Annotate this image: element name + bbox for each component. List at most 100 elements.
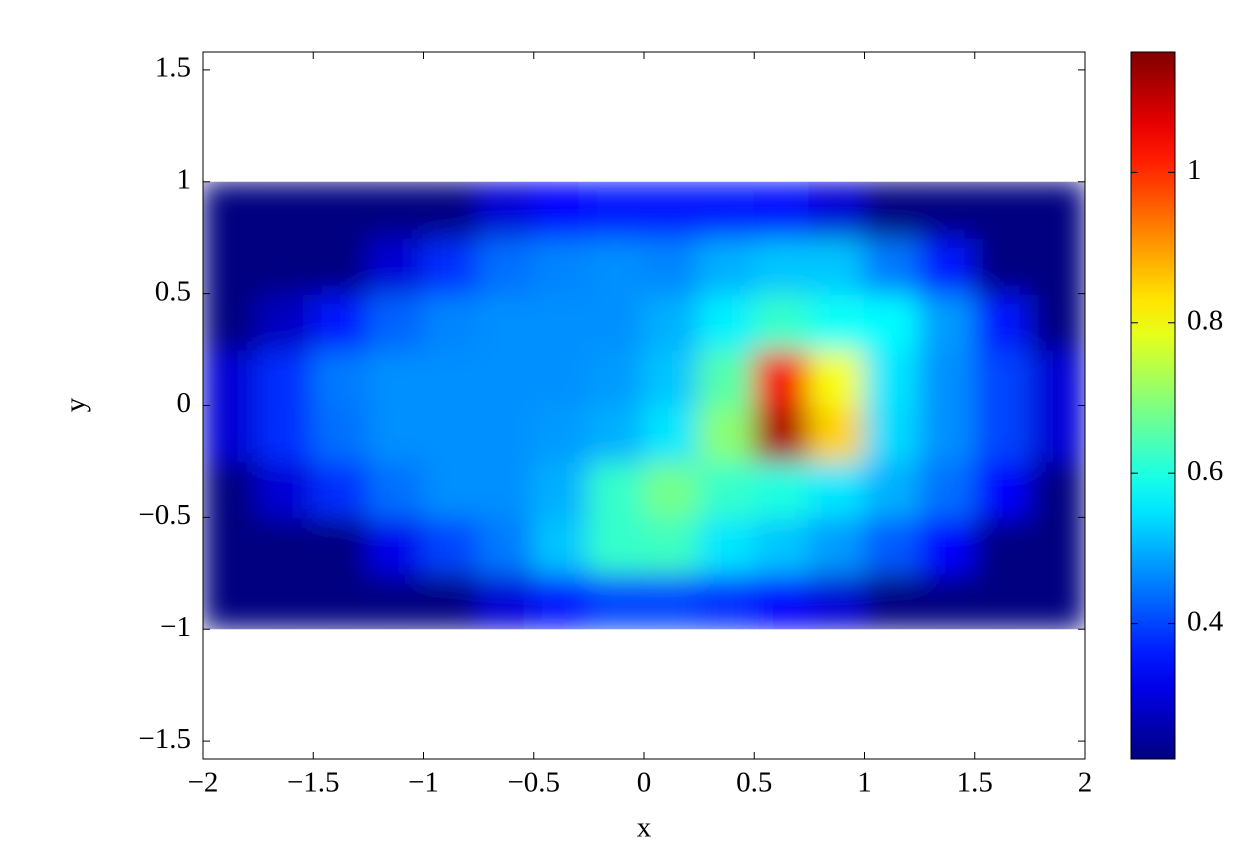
- heatmap-cell: [257, 236, 315, 295]
- heatmap-cell: [863, 572, 921, 630]
- heatmap-cell: [367, 236, 425, 295]
- heatmap-cell: [863, 404, 921, 463]
- heatmap-cell: [808, 181, 866, 239]
- heatmap-cell: [367, 292, 425, 351]
- heatmap-cell: [203, 516, 260, 575]
- x-tick-label: −2: [188, 767, 219, 799]
- heatmap-cell: [753, 516, 811, 575]
- heatmap-cell: [1028, 516, 1085, 575]
- heatmap-cells: [203, 181, 1085, 630]
- heatmap-cell: [863, 348, 921, 407]
- heatmap-cell: [312, 181, 370, 239]
- heatmap-cell: [863, 516, 921, 575]
- x-tick-label: 1: [857, 767, 872, 799]
- heatmap-cell: [643, 572, 701, 630]
- heatmap-cell: [532, 292, 590, 351]
- x-tick-label: 2: [1078, 767, 1093, 799]
- heatmap-cell: [753, 292, 811, 351]
- x-tick-label: 1.5: [957, 767, 993, 799]
- heatmap-cell: [918, 292, 976, 351]
- heatmap-cell: [203, 572, 260, 630]
- heatmap-cell: [422, 572, 480, 630]
- heatmap-cell: [918, 516, 976, 575]
- heatmap-cell: [477, 348, 535, 407]
- heatmap-cell: [257, 404, 315, 463]
- heatmap-cell: [477, 460, 535, 519]
- heatmap-cell: [698, 516, 756, 575]
- heatmap-cell: [312, 460, 370, 519]
- heatmap-cell: [643, 516, 701, 575]
- heatmap-cell: [312, 572, 370, 630]
- heatmap-cell: [477, 181, 535, 239]
- heatmap-cell: [587, 572, 645, 630]
- heatmap-cell: [587, 292, 645, 351]
- heatmap-cell: [587, 460, 645, 519]
- heatmap-cell: [1028, 460, 1085, 519]
- heatmap-cell: [973, 236, 1031, 295]
- heatmap-cell: [698, 292, 756, 351]
- heatmap-cell: [973, 404, 1031, 463]
- heatmap-cell: [698, 181, 756, 239]
- heatmap-cell: [587, 236, 645, 295]
- heatmap-cell: [698, 236, 756, 295]
- heatmap-cell: [203, 181, 260, 239]
- heatmap-cell: [477, 572, 535, 630]
- heatmap-cell: [477, 516, 535, 575]
- heatmap-cell: [643, 292, 701, 351]
- heatmap-cell: [1028, 348, 1085, 407]
- heatmap-cell: [422, 404, 480, 463]
- heatmap-cell: [587, 181, 645, 239]
- heatmap: [203, 181, 1085, 630]
- heatmap-cell: [808, 348, 866, 407]
- heatmap-cell: [973, 516, 1031, 575]
- x-tick-label: −1.5: [287, 767, 340, 799]
- heatmap-cell: [643, 460, 701, 519]
- heatmap-cell: [257, 181, 315, 239]
- heatmap-cell: [643, 348, 701, 407]
- y-tick-label: −0.5: [138, 499, 191, 531]
- heatmap-cell: [753, 572, 811, 630]
- heatmap-cell: [257, 572, 315, 630]
- heatmap-cell: [477, 404, 535, 463]
- heatmap-cell: [698, 404, 756, 463]
- heatmap-cell: [422, 460, 480, 519]
- heatmap-cell: [918, 572, 976, 630]
- y-tick-label: −1: [160, 611, 191, 643]
- y-axis-label: y: [60, 397, 92, 412]
- x-tick-label: 0: [637, 767, 652, 799]
- heatmap-cell: [312, 292, 370, 351]
- heatmap-cell: [643, 236, 701, 295]
- heatmap-cell: [918, 460, 976, 519]
- y-tick-label: 0: [177, 387, 192, 419]
- heatmap-cell: [422, 348, 480, 407]
- heatmap-cell: [808, 292, 866, 351]
- heatmap-cell: [753, 236, 811, 295]
- heatmap-cell: [257, 348, 315, 407]
- heatmap-cell: [698, 460, 756, 519]
- y-tick-label: 0.5: [155, 275, 191, 307]
- heatmap-cell: [532, 181, 590, 239]
- heatmap-cell: [312, 348, 370, 407]
- heatmap-cell: [312, 404, 370, 463]
- x-tick-label: −0.5: [507, 767, 560, 799]
- heatmap-cell: [973, 181, 1031, 239]
- heatmap-cell: [587, 404, 645, 463]
- heatmap-cell: [367, 348, 425, 407]
- heatmap-cell: [587, 348, 645, 407]
- heatmap-cell: [203, 292, 260, 351]
- heatmap-cell: [863, 236, 921, 295]
- heatmap-cell: [698, 572, 756, 630]
- heatmap-cell: [698, 348, 756, 407]
- heatmap-cell: [1028, 572, 1085, 630]
- y-tick-label: 1: [177, 163, 192, 195]
- colorbar: [1130, 51, 1176, 760]
- heatmap-cell: [753, 460, 811, 519]
- heatmap-cell: [643, 181, 701, 239]
- heatmap-cell: [203, 404, 260, 463]
- heatmap-cell: [532, 572, 590, 630]
- heatmap-cell: [477, 292, 535, 351]
- heatmap-cell: [203, 460, 260, 519]
- heatmap-cell: [532, 404, 590, 463]
- heatmap-cell: [367, 460, 425, 519]
